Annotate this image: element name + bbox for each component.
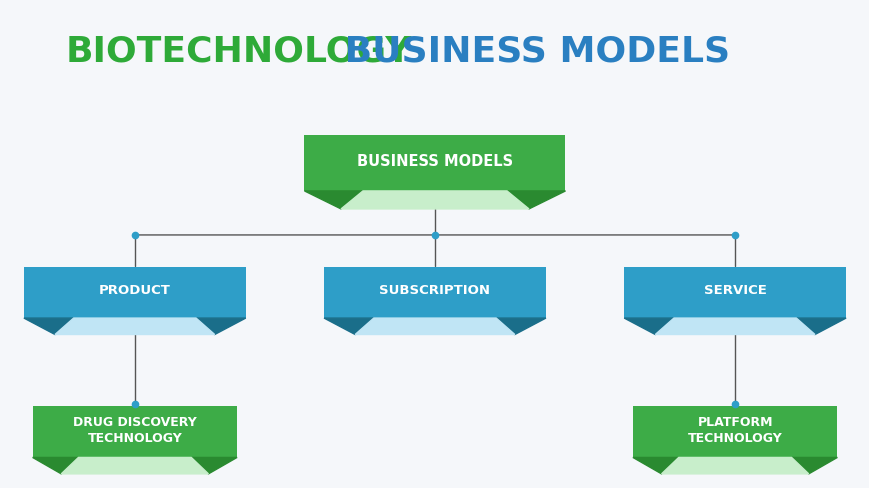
Polygon shape [633, 458, 678, 474]
Text: BIOTECHNOLOGY: BIOTECHNOLOGY [65, 34, 411, 68]
Text: SUBSCRIPTION: SUBSCRIPTION [379, 284, 490, 297]
Text: PRODUCT: PRODUCT [99, 284, 170, 297]
Polygon shape [660, 458, 808, 474]
Text: SERVICE: SERVICE [703, 284, 766, 297]
Polygon shape [495, 318, 546, 335]
Polygon shape [624, 318, 673, 335]
Text: DRUG DISCOVERY
TECHNOLOGY: DRUG DISCOVERY TECHNOLOGY [73, 415, 196, 444]
Polygon shape [791, 458, 836, 474]
Text: PLATFORM
TECHNOLOGY: PLATFORM TECHNOLOGY [687, 415, 781, 444]
Polygon shape [23, 318, 74, 335]
Polygon shape [341, 191, 528, 209]
Polygon shape [795, 318, 845, 335]
Polygon shape [196, 318, 245, 335]
Polygon shape [654, 318, 814, 335]
Polygon shape [323, 318, 374, 335]
FancyBboxPatch shape [624, 267, 846, 318]
Polygon shape [507, 191, 565, 209]
FancyBboxPatch shape [33, 406, 236, 458]
Polygon shape [355, 318, 514, 335]
Text: BUSINESS MODELS: BUSINESS MODELS [356, 154, 513, 168]
Polygon shape [61, 458, 209, 474]
Polygon shape [33, 458, 78, 474]
Text: BUSINESS MODELS: BUSINESS MODELS [332, 34, 730, 68]
FancyBboxPatch shape [323, 267, 546, 318]
Polygon shape [55, 318, 215, 335]
FancyBboxPatch shape [304, 136, 565, 191]
FancyBboxPatch shape [23, 267, 245, 318]
Polygon shape [304, 191, 362, 209]
FancyBboxPatch shape [633, 406, 836, 458]
Polygon shape [191, 458, 236, 474]
